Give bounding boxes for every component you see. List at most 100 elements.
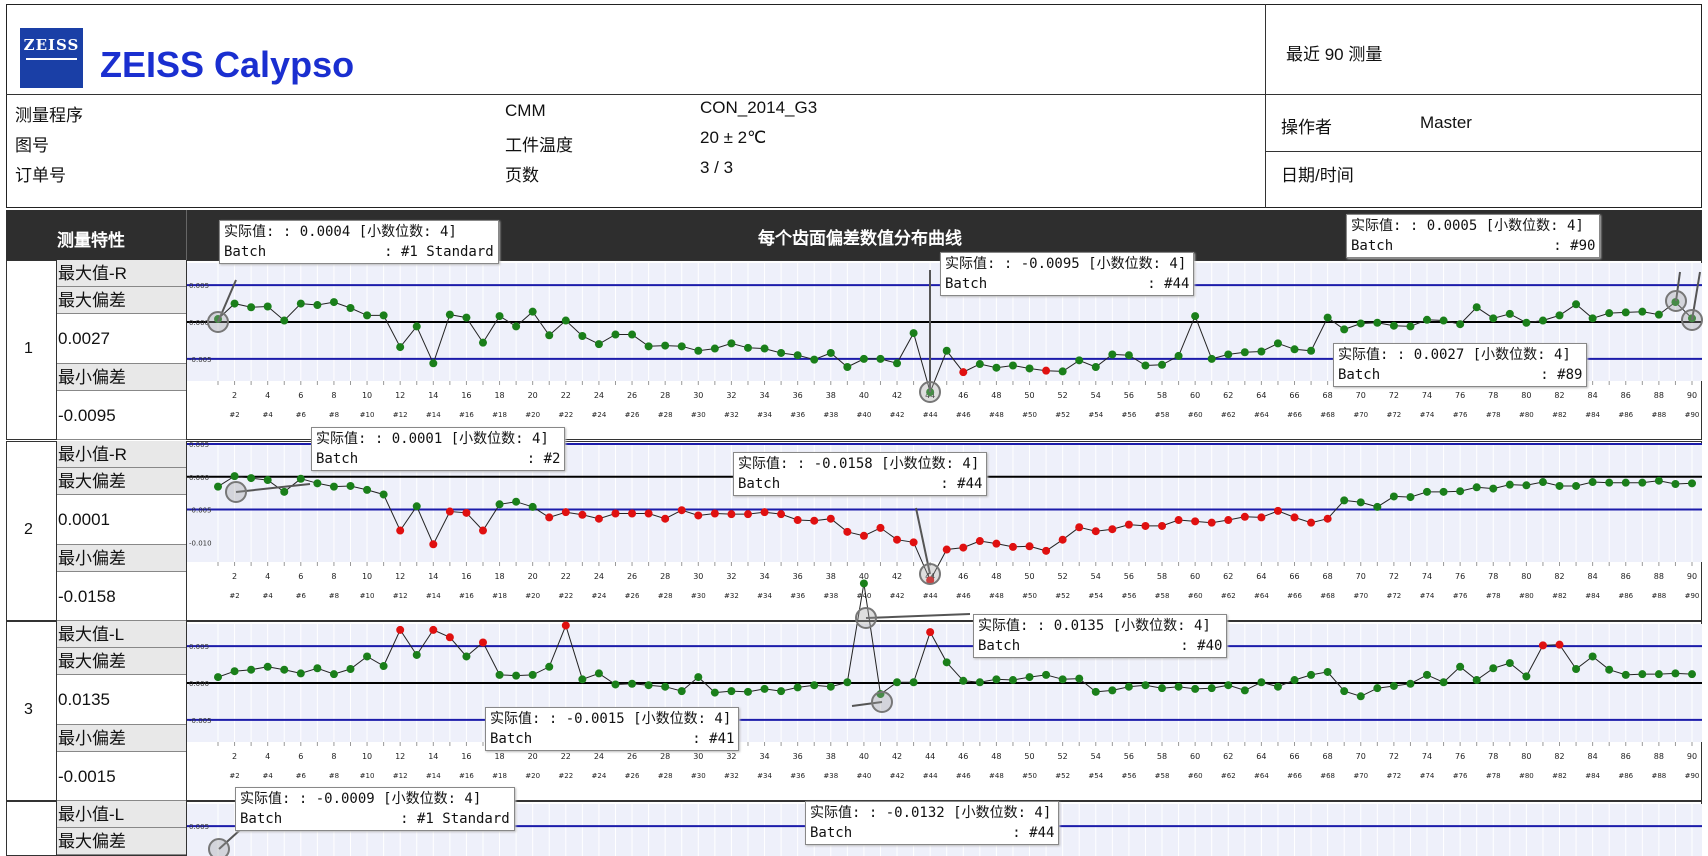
data-tooltip: 实际值: : 0.0001 [小数位数: 4] Batch : #2 [311,427,566,471]
tooltip-batch: Batch : #90 [1351,238,1596,254]
data-point [1406,493,1415,502]
data-point [1340,496,1349,505]
data-point [810,681,819,690]
x-batch-label: #36 [790,592,805,600]
x-batch-label: #14 [426,411,441,419]
data-point [959,676,968,685]
max-dev-value: 0.0001 [57,495,186,545]
data-point-out-of-tolerance [561,508,570,517]
data-point [313,479,322,488]
x-batch-label: #52 [1055,772,1070,780]
data-point [1207,684,1216,693]
data-point [1505,659,1514,668]
x-tick-label: 36 [793,391,803,400]
x-tick-label: 66 [1289,752,1299,761]
data-point-out-of-tolerance [959,543,968,552]
x-tick-label: 18 [494,752,504,761]
tooltip-value: 实际值: : -0.0009 [小数位数: 4] [240,791,482,807]
x-batch-label: #66 [1287,592,1302,600]
data-point-out-of-tolerance [611,509,620,518]
y-tick-label: -0.005 [189,507,212,515]
data-point [1191,312,1200,321]
data-point-out-of-tolerance [1174,516,1183,525]
highlight-ring [871,691,893,713]
x-batch-label: #10 [360,592,375,600]
x-batch-label: #46 [956,411,971,419]
data-tooltip: 实际值: : 0.0135 [小数位数: 4] Batch : #40 [973,614,1228,658]
data-tooltip: 实际值: : -0.0015 [小数位数: 4] Batch : #41 [485,707,740,751]
data-point [1290,345,1299,354]
x-tick-label: 82 [1554,391,1564,400]
data-point [346,664,355,673]
data-point-out-of-tolerance [1124,520,1133,529]
x-tick-label: 84 [1588,752,1598,761]
data-point [214,482,222,491]
x-batch-label: #82 [1552,592,1567,600]
data-point [1605,665,1614,674]
x-batch-label: #68 [1320,411,1335,419]
data-point [1108,350,1117,359]
data-point-out-of-tolerance [777,510,786,519]
data-point [1621,308,1630,317]
row-number: 3 [24,701,33,718]
x-tick-label: 62 [1223,572,1233,581]
data-point [1456,487,1465,496]
data-point [280,665,289,674]
highlight-ring [1681,309,1703,331]
tooltip-value: 实际值: : 0.0001 [小数位数: 4] [316,431,549,447]
data-point [1456,662,1465,671]
data-point [1323,667,1332,676]
x-batch-label: #60 [1188,592,1203,600]
tooltip-batch: Batch : #1 Standard [224,244,494,260]
feature-name: 最小值-L [57,801,186,828]
data-point [1472,483,1481,492]
x-tick-label: 64 [1256,572,1266,581]
data-point [363,652,372,661]
x-batch-label: #56 [1122,411,1137,419]
x-batch-label: #80 [1519,772,1534,780]
x-tick-label: 10 [362,572,372,581]
data-point [644,342,653,351]
x-batch-label: #36 [790,772,805,780]
x-tick-label: 16 [461,391,471,400]
data-point-out-of-tolerance [462,508,471,517]
x-tick-label: 30 [693,752,703,761]
row-num-divider [56,801,57,856]
x-tick-label: 14 [428,752,438,761]
x-tick-label: 14 [428,572,438,581]
data-point [1654,476,1663,485]
x-tick-label: 72 [1389,572,1399,581]
x-tick-label: 26 [627,391,637,400]
data-point-out-of-tolerance [810,516,819,525]
tooltip-leader-line [218,829,241,850]
x-tick-label: 40 [859,572,869,581]
data-point [1505,480,1514,489]
data-point-out-of-tolerance [1008,542,1017,551]
x-tick-label: 72 [1389,391,1399,400]
data-point [909,329,918,338]
min-dev-value: -0.0095 [57,391,186,440]
data-point [859,354,868,363]
x-tick-label: 70 [1356,391,1366,400]
data-point [545,331,554,340]
x-tick-label: 60 [1190,572,1200,581]
data-point [528,307,537,316]
data-point [495,670,504,679]
data-point [247,474,256,483]
data-point [1439,678,1448,687]
x-tick-label: 90 [1687,572,1697,581]
data-point [1588,314,1597,323]
x-batch-label: #84 [1585,592,1600,600]
x-batch-label: #44 [923,592,938,600]
x-tick-label: 90 [1687,391,1697,400]
x-batch-label: #48 [989,411,1004,419]
x-tick-label: 26 [627,752,637,761]
x-batch-label: #38 [823,411,838,419]
x-tick-label: 42 [892,572,902,581]
y-tick-label: 0.005 [189,282,209,290]
x-tick-label: 22 [561,752,571,761]
data-point [1042,670,1051,679]
min-dev-label: 最小偏差 [57,364,186,391]
data-point [296,474,305,483]
x-batch-label: #6 [296,411,307,419]
